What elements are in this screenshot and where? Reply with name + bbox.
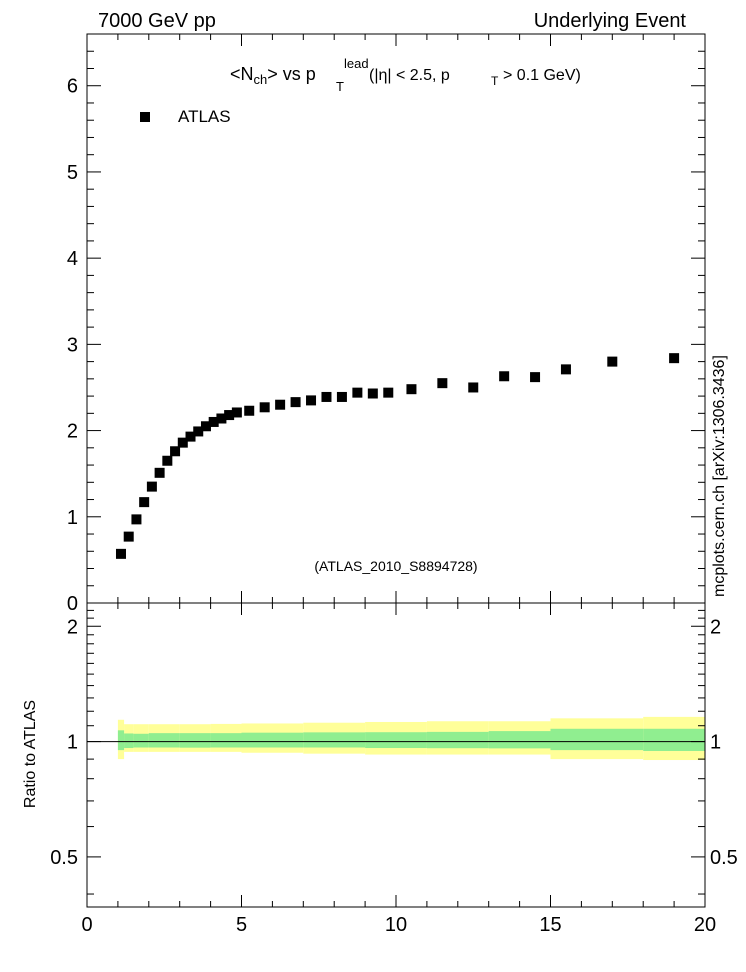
x-tick-label: 20 [694,914,716,936]
data-point [560,364,571,375]
data-point [154,467,165,478]
header-right: Underlying Event [534,10,687,32]
x-tick-label: 15 [539,914,561,936]
ratio-y-tick-label-right: 2 [710,616,721,638]
ratio-inner-band [124,733,134,749]
data-point [669,353,680,364]
data-point [336,391,347,402]
side-label: mcplots.cern.ch [arXiv:1306.3436] [711,355,728,597]
data-point [406,384,417,395]
data-point [259,402,270,413]
x-tick-label: 10 [385,914,407,936]
legend-label: ATLAS [178,107,231,126]
y-tick-label: 2 [67,421,78,443]
data-point [468,382,479,393]
ratio-inner-band [210,733,242,748]
ratio-inner-band [179,733,211,748]
data-point [499,371,510,382]
ratio-inner-band [303,732,366,748]
ratio-y-tick-label: 2 [67,616,78,638]
ratio-inner-band [550,728,644,751]
data-point [437,378,448,389]
data-point [224,410,235,421]
ratio-y-tick-label: 0.5 [50,847,78,869]
data-point [244,405,255,416]
data-point [321,391,332,402]
ratio-inner-band [241,732,304,748]
ratio-inner-band [488,731,551,749]
y-tick-label: 3 [67,334,78,356]
x-tick-label: 5 [236,914,247,936]
data-point [290,397,301,408]
y-tick-label: 4 [67,248,78,270]
data-point [115,548,126,559]
ratio-ylabel: Ratio to ATLAS [22,700,39,808]
x-tick-label: 0 [81,914,92,936]
header-left: 7000 GeV pp [98,10,216,32]
ratio-inner-band [426,731,489,749]
legend-marker [140,112,150,122]
data-point [185,431,196,442]
data-point [306,395,317,406]
data-point [231,407,242,418]
ratio-y-tick-label-right: 1 [710,732,721,754]
ratio-frame [86,602,706,908]
data-point [352,387,363,398]
data-point [200,421,211,432]
data-point [193,426,204,437]
ratio-inner-band [365,732,427,749]
data-point [146,481,157,492]
ratio-inner-band [117,730,125,751]
ratio-y-tick-label-right: 0.5 [710,847,738,869]
data-point [123,531,134,542]
watermark: (ATLAS_2010_S8894728) [314,558,477,574]
data-point [162,455,173,466]
y-tick-label: 0 [67,593,78,615]
y-tick-label: 1 [67,507,78,529]
data-point [383,387,394,398]
data-point [275,399,286,410]
ratio-inner-band [133,733,149,748]
data-point [530,372,541,383]
data-point [177,437,188,448]
ratio-inner-band [148,733,180,748]
data-point [170,446,181,457]
data-point [208,416,219,427]
data-point [607,356,618,367]
data-point [367,388,378,399]
data-point [216,413,227,424]
y-tick-label: 5 [67,162,78,184]
data-point [131,514,142,525]
chart-title: <Nch> vs plead T(|η| < 2.5, p T > 0.1 GeV) [230,56,581,94]
ratio-y-tick-label: 1 [67,732,78,754]
ratio-inner-band [643,728,705,751]
data-point [139,497,150,508]
y-tick-label: 6 [67,76,78,98]
